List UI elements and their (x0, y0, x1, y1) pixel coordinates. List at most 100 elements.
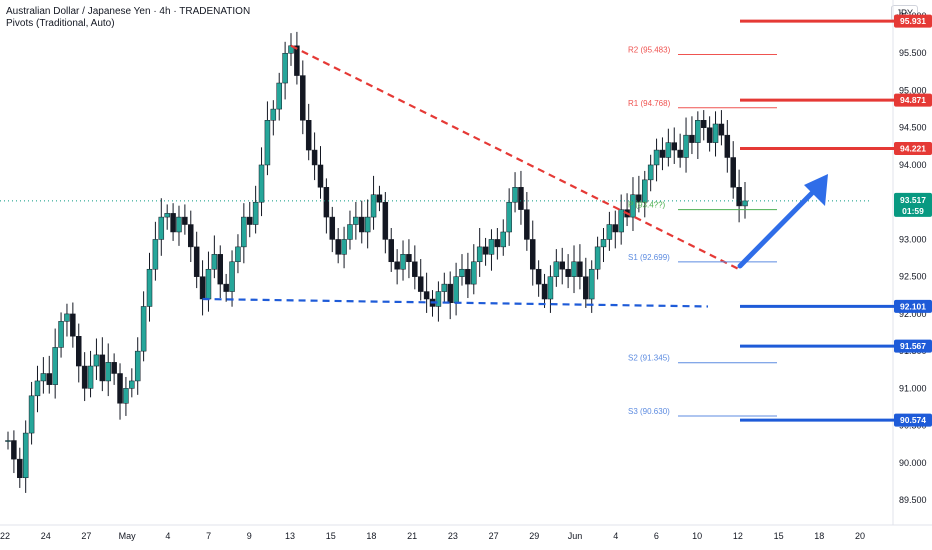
candle-body (417, 276, 424, 292)
candle-body (547, 276, 554, 300)
price-tag-label: 91.567 (900, 341, 926, 351)
candle-body (105, 362, 111, 382)
x-tick-label: 18 (366, 531, 376, 541)
candle-body (494, 239, 501, 248)
candle-body (246, 216, 253, 225)
candle-body (712, 123, 719, 143)
pivot-label-r2: R2 (95.483) (628, 46, 671, 55)
candle-body (529, 239, 536, 270)
candle-body (64, 313, 70, 322)
x-tick-label: 18 (814, 531, 824, 541)
candle-body (58, 321, 64, 348)
price-tag (894, 339, 932, 353)
support-dashed-line (202, 297, 709, 308)
candle-body (441, 283, 448, 292)
candle-body (300, 75, 306, 121)
candle-body (553, 261, 560, 277)
candle-body (471, 261, 477, 285)
candle-body (341, 239, 347, 255)
candle-body (406, 254, 412, 263)
candle-body (70, 313, 76, 337)
candle-body (87, 365, 94, 389)
candle-body (311, 149, 318, 166)
candle-body (412, 261, 418, 277)
candle-body (199, 276, 206, 300)
candle-body (158, 216, 165, 240)
candle-body (476, 246, 483, 263)
candle-body (276, 82, 282, 110)
candle-body (117, 373, 123, 404)
y-tick-label: 95.000 (899, 85, 927, 95)
x-tick-label: 10 (692, 531, 702, 541)
candle-body (724, 134, 731, 158)
candle-body (447, 283, 453, 303)
countdown-label: 01:59 (902, 206, 924, 216)
candle-body (205, 268, 212, 300)
candle-body (665, 142, 672, 158)
candle-body (17, 458, 23, 479)
candle-body (217, 254, 224, 285)
x-tick-label: 4 (613, 531, 618, 541)
candle-body (630, 194, 636, 218)
candle-body (512, 187, 518, 203)
candle-body (305, 120, 312, 151)
candle-body (453, 276, 459, 303)
x-tick-label: 13 (285, 531, 295, 541)
candle-body (647, 164, 654, 181)
price-tag (894, 14, 932, 28)
price-tag-label: 92.101 (900, 301, 926, 311)
x-tick-label: 9 (247, 531, 252, 541)
price-tag-label: 95.931 (900, 16, 926, 26)
candle-body (488, 239, 495, 255)
candle-body (606, 224, 613, 240)
x-tick-label: 23 (448, 531, 458, 541)
candle-body (653, 149, 660, 166)
price-tag (894, 299, 932, 313)
candle-body (394, 261, 400, 270)
y-tick-label: 94.000 (899, 160, 927, 170)
x-tick-label: 24 (41, 531, 51, 541)
candle-body (123, 388, 129, 404)
candle-body (146, 268, 153, 307)
candle-body (482, 246, 489, 255)
y-tick-label: 92.000 (899, 309, 927, 319)
candle-body (252, 201, 259, 225)
candle-body (559, 261, 565, 270)
x-tick-label: 7 (206, 531, 211, 541)
candle-body (600, 239, 607, 248)
candle-body (459, 268, 465, 277)
candle-body (524, 209, 530, 240)
candle-body (577, 261, 583, 277)
candle-body (270, 108, 277, 121)
x-tick-label: 20 (855, 531, 865, 541)
pivot-label-s1: S1 (92.699) (628, 253, 670, 262)
candle-body (140, 306, 147, 352)
candle-body (264, 120, 271, 166)
candle-body (636, 194, 642, 203)
price-tag-label: 90.574 (900, 415, 926, 425)
candle-body (5, 440, 11, 442)
y-tick-label: 92.500 (899, 272, 927, 282)
candle-body (730, 157, 736, 188)
candle-body (282, 52, 288, 84)
candle-body (382, 201, 389, 240)
candle-body (642, 179, 648, 203)
candle-body (364, 216, 371, 233)
candle-body (164, 213, 170, 218)
candle-body (46, 373, 53, 385)
candle-body (40, 373, 47, 382)
y-tick-label: 93.000 (899, 234, 927, 244)
candle-body (706, 127, 713, 143)
candle-body (22, 432, 29, 479)
candle-body (11, 440, 17, 460)
candle-body (176, 216, 182, 233)
candle-body (193, 246, 200, 277)
candle-body (683, 134, 689, 158)
x-tick-label: 15 (326, 531, 336, 541)
candle-body (223, 283, 229, 292)
candle-body (535, 268, 542, 285)
candle-body (677, 149, 683, 158)
candle-body (323, 187, 330, 218)
candle-body (129, 380, 135, 389)
